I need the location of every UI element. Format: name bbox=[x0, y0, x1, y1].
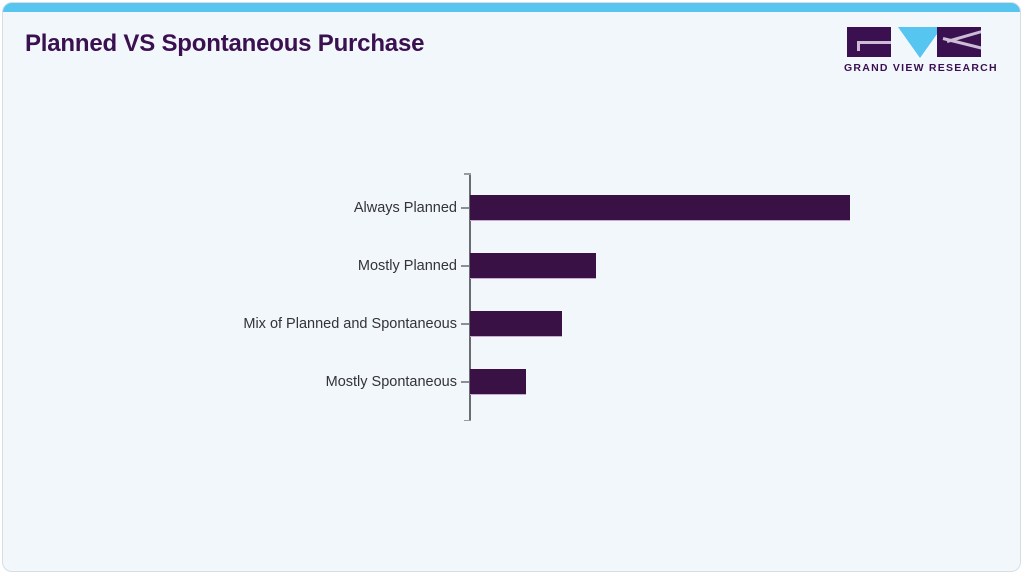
bar-category-label: Mostly Spontaneous bbox=[325, 374, 457, 390]
y-tick-mark bbox=[461, 265, 469, 267]
bar-mostly-spontaneous[interactable] bbox=[470, 369, 526, 395]
y-tick-mark bbox=[461, 323, 469, 325]
y-tick-mark bbox=[461, 207, 469, 209]
y-axis-bottom-cap bbox=[464, 419, 471, 421]
brand-logo: GRAND VIEW RESEARCH bbox=[844, 25, 998, 74]
logo-g-tick bbox=[857, 41, 860, 51]
bar-category-label: Mix of Planned and Spontaneous bbox=[243, 316, 457, 332]
logo-letter-v-triangle-icon bbox=[898, 27, 942, 58]
bar-chart: Always Planned Mostly Planned Mix of Pla… bbox=[3, 3, 1020, 571]
bar-always-planned[interactable] bbox=[470, 195, 850, 221]
bar-mostly-planned[interactable] bbox=[470, 253, 596, 279]
logo-g-bar bbox=[857, 41, 891, 44]
y-tick-mark bbox=[461, 381, 469, 383]
logo-wordmark: GRAND VIEW RESEARCH bbox=[844, 62, 998, 74]
bar-category-label: Mostly Planned bbox=[357, 258, 457, 274]
plot-area: Always Planned Mostly Planned Mix of Pla… bbox=[243, 173, 889, 421]
bar-category-label: Always Planned bbox=[353, 200, 457, 216]
gvr-logo-icon bbox=[847, 25, 993, 59]
y-axis-top-cap bbox=[464, 173, 471, 175]
logo-letter-g-block bbox=[847, 27, 891, 57]
logo-letter-r-block bbox=[937, 27, 981, 57]
bar-mix-of-planned-and-spontaneous[interactable] bbox=[470, 311, 562, 337]
y-axis-spine bbox=[469, 173, 471, 421]
page-title: Planned VS Spontaneous Purchase bbox=[25, 30, 425, 57]
top-accent-bar bbox=[3, 3, 1020, 12]
